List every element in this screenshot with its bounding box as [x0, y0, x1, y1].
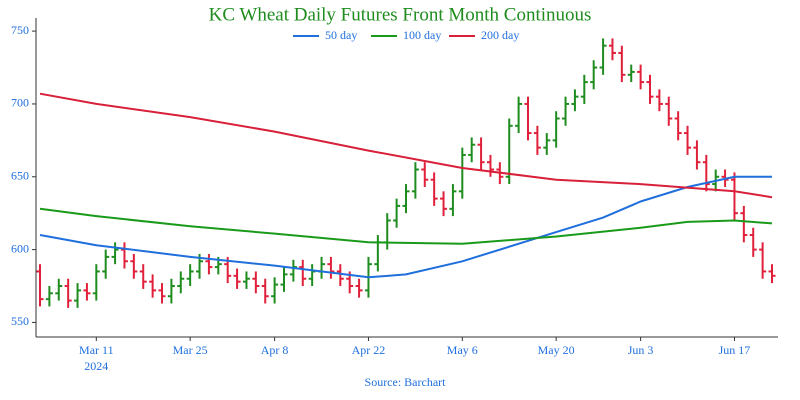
y-tick-label: 600	[11, 241, 29, 255]
x-tick-label: Mar 11	[79, 343, 114, 357]
x-tick-label: Jun 3	[628, 343, 654, 357]
y-tick-label: 550	[11, 314, 29, 328]
legend-label: 200 day	[481, 28, 519, 42]
moving-average-line	[39, 92, 773, 199]
y-tick-label: 750	[11, 23, 29, 37]
chart-title: KC Wheat Daily Futures Front Month Conti…	[209, 4, 592, 25]
moving-average-line	[39, 207, 773, 245]
x-tick-label: Apr 22	[352, 343, 386, 357]
y-tick-label: 650	[11, 169, 29, 183]
x-tick-label: Mar 25	[173, 343, 208, 357]
legend-label: 100 day	[403, 28, 441, 42]
legend-label: 50 day	[325, 28, 357, 42]
x-tick-label: May 20	[538, 343, 575, 357]
x-tick-label: Jun 17	[719, 343, 751, 357]
x-year-label: 2024	[84, 359, 108, 373]
x-tick-label: Apr 8	[261, 343, 289, 357]
x-tick-label: May 6	[447, 343, 478, 357]
source-note: Source: Barchart	[365, 375, 447, 389]
y-tick-label: 700	[11, 96, 29, 110]
